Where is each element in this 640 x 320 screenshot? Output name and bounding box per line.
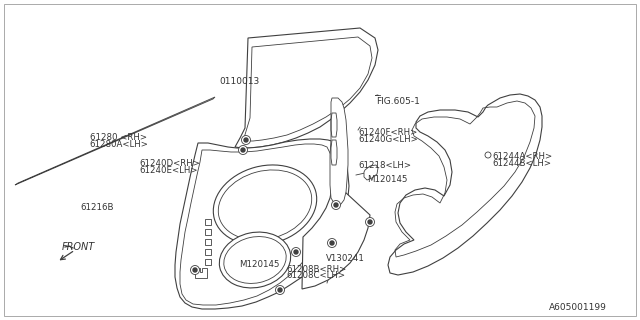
Text: 61280 <RH>: 61280 <RH> xyxy=(90,133,147,142)
Circle shape xyxy=(365,218,374,227)
Text: 61208C<LH>: 61208C<LH> xyxy=(287,271,346,280)
Text: 61208B<RH>: 61208B<RH> xyxy=(287,265,347,274)
Circle shape xyxy=(275,285,285,294)
Text: 61218<LH>: 61218<LH> xyxy=(358,161,412,170)
Polygon shape xyxy=(302,180,370,289)
Text: FRONT: FRONT xyxy=(62,242,95,252)
Polygon shape xyxy=(195,268,207,278)
Text: 0110013: 0110013 xyxy=(219,77,259,86)
Polygon shape xyxy=(330,98,348,205)
Text: 61240E<LH>: 61240E<LH> xyxy=(140,166,198,175)
Circle shape xyxy=(294,250,298,254)
Circle shape xyxy=(193,268,197,272)
Ellipse shape xyxy=(220,232,291,288)
Polygon shape xyxy=(388,94,542,275)
Polygon shape xyxy=(235,28,378,148)
Circle shape xyxy=(241,148,245,152)
Polygon shape xyxy=(15,97,215,185)
Text: M120145: M120145 xyxy=(239,260,280,269)
Text: 61240D<RH>: 61240D<RH> xyxy=(140,159,200,168)
Text: V130241: V130241 xyxy=(326,254,365,263)
Circle shape xyxy=(191,266,200,275)
Circle shape xyxy=(278,288,282,292)
Polygon shape xyxy=(364,165,378,180)
Circle shape xyxy=(239,146,248,155)
Text: 61244B<LH>: 61244B<LH> xyxy=(493,159,552,168)
Circle shape xyxy=(244,138,248,142)
Bar xyxy=(205,239,211,245)
Text: 61280A<LH>: 61280A<LH> xyxy=(90,140,148,149)
Text: FIG.605-1: FIG.605-1 xyxy=(376,97,420,106)
Circle shape xyxy=(332,201,340,210)
Polygon shape xyxy=(175,139,349,309)
Bar xyxy=(205,229,211,235)
Circle shape xyxy=(368,220,372,224)
Circle shape xyxy=(291,247,301,257)
Text: 61240F<RH>: 61240F<RH> xyxy=(358,128,418,137)
Text: A605001199: A605001199 xyxy=(549,303,607,312)
Circle shape xyxy=(330,241,334,245)
Circle shape xyxy=(485,152,491,158)
Text: 61216B: 61216B xyxy=(81,203,114,212)
Ellipse shape xyxy=(213,165,317,245)
Circle shape xyxy=(241,135,250,145)
Circle shape xyxy=(328,238,337,247)
Text: 61244A<RH>: 61244A<RH> xyxy=(493,152,553,161)
Bar xyxy=(205,219,211,225)
Bar xyxy=(205,249,211,255)
Text: M120145: M120145 xyxy=(367,175,407,184)
Circle shape xyxy=(334,203,338,207)
Text: 61240G<LH>: 61240G<LH> xyxy=(358,135,418,144)
Bar xyxy=(205,259,211,265)
